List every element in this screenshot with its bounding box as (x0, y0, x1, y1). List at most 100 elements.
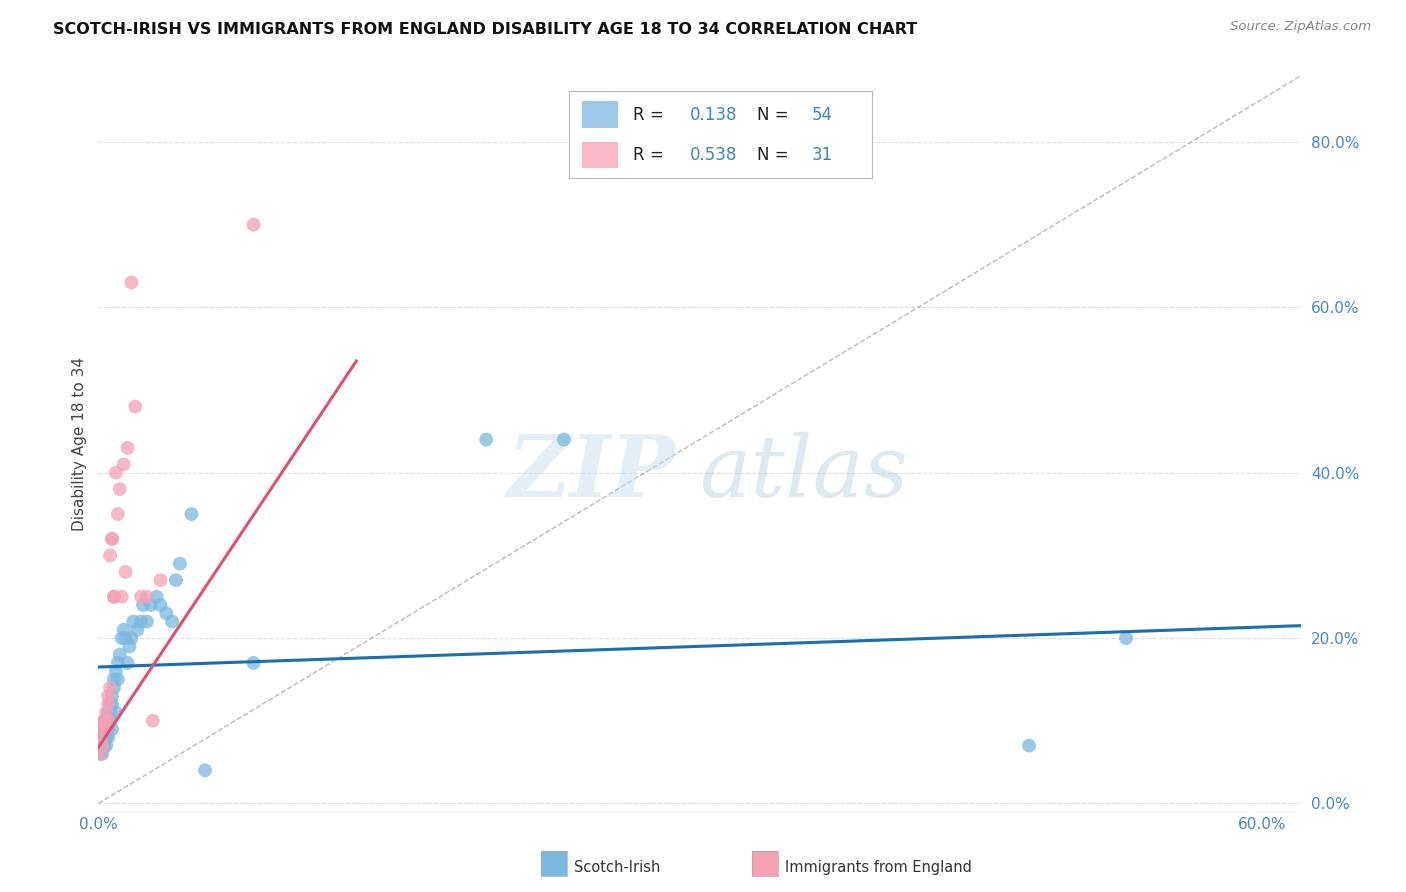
Point (242, 656, 264, 670)
Point (242, 218, 264, 232)
Point (111, 631, 134, 645)
Point (89, 747, 111, 761)
Text: R =: R = (633, 145, 664, 164)
Point (553, 433, 575, 447)
Point (104, 466, 127, 480)
Bar (582, 102, 617, 128)
Point (93, 731, 115, 745)
Point (108, 648, 131, 662)
Bar (582, 142, 617, 168)
Point (124, 400, 146, 414)
Point (139, 598, 162, 612)
Point (101, 722, 124, 736)
Text: 31: 31 (811, 145, 832, 164)
Point (98, 706, 121, 720)
Point (135, 615, 157, 629)
Point (475, 433, 498, 447)
Point (91, 731, 114, 745)
Point (142, 714, 165, 728)
Point (89, 747, 111, 761)
Text: SCOTCH-IRISH VS IMMIGRANTS FROM ENGLAND DISABILITY AGE 18 TO 34 CORRELATION CHAR: SCOTCH-IRISH VS IMMIGRANTS FROM ENGLAND … (53, 22, 918, 37)
Point (97, 731, 120, 745)
Point (111, 590, 134, 604)
Point (120, 631, 142, 645)
Text: atlas: atlas (700, 432, 908, 515)
Point (89, 731, 111, 745)
Point (104, 664, 127, 678)
Point (96, 739, 118, 753)
Point (103, 590, 125, 604)
Point (97, 714, 120, 728)
Point (120, 276, 142, 290)
Text: Immigrants from England: Immigrants from England (785, 861, 972, 875)
Text: ZIP: ZIP (508, 432, 675, 515)
Point (103, 681, 125, 695)
Point (108, 482, 131, 496)
Point (118, 640, 141, 654)
Point (98, 549, 121, 563)
Point (93, 722, 115, 736)
Point (101, 689, 124, 703)
Point (89, 739, 111, 753)
Text: 54: 54 (811, 105, 832, 124)
Point (1115, 631, 1137, 645)
Point (91, 747, 114, 761)
Point (180, 507, 202, 521)
Point (97, 714, 120, 728)
Point (93, 714, 115, 728)
Point (96, 722, 118, 736)
Point (97, 689, 120, 703)
Point (1018, 739, 1040, 753)
Point (96, 706, 118, 720)
Point (149, 598, 172, 612)
Point (91, 722, 114, 736)
Point (101, 532, 124, 546)
Point (96, 722, 118, 736)
Point (155, 607, 177, 621)
Point (97, 706, 120, 720)
Point (98, 697, 121, 711)
Text: R =: R = (633, 105, 664, 124)
Point (101, 532, 124, 546)
Point (93, 739, 115, 753)
Point (93, 714, 115, 728)
Point (165, 573, 187, 587)
Y-axis label: Disability Age 18 to 34: Disability Age 18 to 34 (72, 357, 87, 531)
Point (129, 590, 152, 604)
Point (93, 714, 115, 728)
Point (107, 673, 129, 687)
Point (112, 458, 135, 472)
Point (145, 590, 167, 604)
Point (169, 557, 191, 571)
Point (97, 722, 120, 736)
Point (135, 590, 157, 604)
Point (117, 441, 139, 455)
Point (117, 656, 139, 670)
Point (91, 739, 114, 753)
Point (194, 764, 217, 778)
Point (160, 615, 183, 629)
Point (127, 623, 149, 637)
Text: Scotch-Irish: Scotch-Irish (574, 861, 659, 875)
Point (132, 598, 155, 612)
Point (103, 590, 125, 604)
Text: N =: N = (756, 145, 789, 164)
Point (129, 615, 152, 629)
Point (91, 722, 114, 736)
Point (107, 656, 129, 670)
Text: 0.138: 0.138 (690, 105, 738, 124)
Point (122, 615, 145, 629)
Point (114, 565, 136, 579)
Point (101, 697, 124, 711)
Point (97, 697, 120, 711)
Point (149, 573, 172, 587)
Point (104, 706, 127, 720)
Point (98, 714, 121, 728)
Point (98, 681, 121, 695)
Point (114, 631, 136, 645)
Text: 0.538: 0.538 (690, 145, 738, 164)
Point (103, 673, 125, 687)
Text: Source: ZipAtlas.com: Source: ZipAtlas.com (1230, 20, 1371, 33)
Point (112, 623, 135, 637)
Point (96, 731, 118, 745)
